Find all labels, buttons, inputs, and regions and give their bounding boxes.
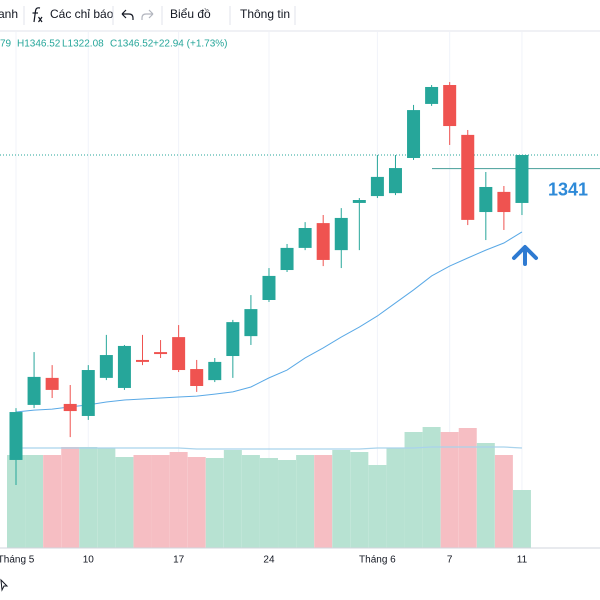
volume-bar [133, 455, 152, 548]
volume-bar [332, 450, 351, 548]
toolbar-item[interactable]: Các chỉ báo [50, 7, 114, 21]
volume-pane [7, 427, 531, 548]
candle-body [388, 168, 402, 194]
toolbar [0, 0, 600, 31]
toolbar-item[interactable]: Thông tin [240, 7, 290, 21]
legend-close: C1346.52 [110, 39, 154, 50]
candle-body [99, 355, 113, 378]
x-tick-label: Tháng 5 [0, 555, 35, 566]
candle-body [497, 191, 511, 213]
candle-body [443, 85, 457, 127]
volume-bar [223, 450, 242, 548]
legend-low: L1322.08 [62, 39, 104, 50]
candle-body [407, 110, 421, 158]
x-tick-label: 17 [173, 555, 185, 566]
candle-body [45, 377, 59, 390]
candle-body [262, 275, 276, 300]
candle-body [27, 376, 41, 405]
candle-body [515, 154, 529, 203]
volume-bar [79, 447, 98, 548]
candle-body [370, 176, 384, 197]
volume-bar [476, 443, 495, 548]
arrow [512, 245, 538, 266]
volume-bar [25, 455, 44, 548]
candle-body [461, 134, 475, 220]
candle-body [226, 322, 240, 357]
candle-body [172, 337, 186, 371]
candle-body [208, 361, 222, 381]
candle-body [316, 223, 330, 260]
toolbar-item[interactable]: Biểu đồ [170, 7, 211, 21]
candle-body [117, 345, 131, 388]
volume-bar [205, 458, 224, 548]
ma-line [15, 231, 523, 413]
candle-body [352, 200, 366, 203]
candle-body [190, 369, 204, 386]
redo-icon[interactable] [141, 9, 154, 20]
volume-bar [115, 457, 134, 548]
volume-bar [440, 432, 459, 548]
volume-ma-line [16, 446, 522, 450]
volume-bar [259, 458, 278, 548]
volume-bar [43, 455, 62, 548]
candle-body [63, 403, 77, 412]
volume-bar [314, 455, 333, 548]
candle-body [154, 352, 168, 355]
toolbar-item[interactable]: anh [0, 7, 18, 21]
level-label: 1341 [548, 179, 588, 199]
legend-change: +22.94 (+1.73%) [153, 39, 228, 50]
x-tick-label: 10 [83, 555, 95, 566]
price-pane [0, 82, 600, 486]
volume-bar [97, 448, 116, 548]
candle-body [479, 186, 493, 213]
volume-bar [169, 452, 188, 548]
volume-bar [458, 428, 477, 548]
fx-icon[interactable] [32, 7, 43, 23]
volume-bar [7, 455, 25, 548]
x-tick-label: 11 [517, 555, 528, 566]
candle-body [298, 228, 312, 248]
volume-bar [350, 452, 369, 548]
cursor-icon[interactable] [0, 578, 9, 592]
volume-bar [494, 455, 513, 548]
volume-bar [278, 460, 297, 548]
candle-body [425, 86, 439, 104]
x-tick-label: 24 [263, 555, 275, 566]
volume-bar [422, 427, 441, 548]
volume-bar [404, 432, 423, 548]
legend-open: 79 [0, 39, 12, 50]
volume-bar [296, 455, 315, 548]
candle-body [280, 247, 294, 271]
candle-body [81, 370, 95, 416]
volume-bar [512, 490, 531, 548]
candle-body [244, 309, 258, 337]
candle-body [9, 412, 23, 460]
volume-bar [386, 448, 405, 548]
volume-bar [241, 455, 260, 548]
volume-bar [187, 457, 206, 548]
undo-icon[interactable] [121, 9, 134, 20]
volume-bar [368, 465, 387, 548]
candle-body [135, 359, 149, 362]
x-tick-label: 7 [447, 555, 453, 566]
x-tick-label: Tháng 6 [359, 555, 396, 566]
legend-high: H1346.52 [17, 39, 61, 50]
volume-bar [151, 455, 170, 548]
candle-body [334, 217, 348, 251]
volume-bar [61, 447, 80, 548]
